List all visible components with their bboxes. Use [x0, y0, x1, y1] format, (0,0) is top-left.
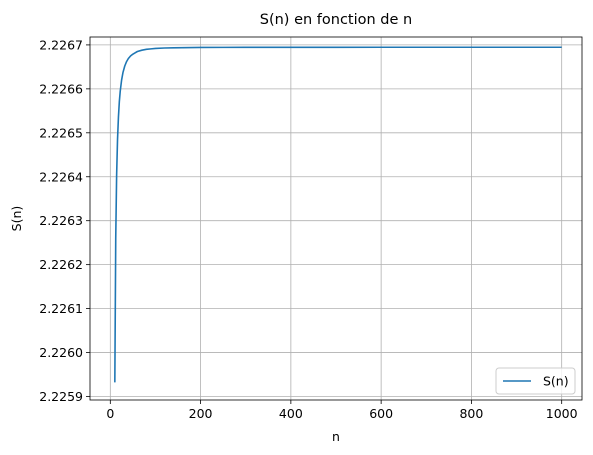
y-axis: 2.2259 2.2260 2.2261 2.2262 2.2263 2.2264 2.22…	[39, 37, 90, 404]
plot-area	[114, 46, 562, 383]
y-axis-label: S(n)	[9, 206, 24, 232]
y-tick-label: 2.2264	[39, 169, 83, 184]
x-axis-label: n	[332, 429, 340, 444]
grid	[90, 37, 582, 400]
x-tick-label: 600	[369, 406, 393, 421]
chart-title: S(n) en fonction de n	[260, 12, 412, 28]
series-line	[114, 46, 562, 383]
x-tick-label: 1000	[546, 406, 578, 421]
axes-frame	[89, 36, 583, 401]
x-tick-label: 200	[189, 406, 213, 421]
y-tick-label: 2.2260	[39, 345, 83, 360]
y-tick-label: 2.2266	[39, 81, 83, 96]
y-tick-label: 2.2259	[39, 389, 83, 404]
legend-box	[495, 367, 576, 395]
y-tick-label: 2.2263	[39, 213, 83, 228]
x-tick-label: 0	[106, 406, 114, 421]
y-tick-label: 2.2261	[39, 301, 83, 316]
x-axis: 0 200 400 600 800 1000	[106, 400, 578, 421]
legend-label: S(n)	[543, 374, 569, 389]
y-tick-label: 2.2265	[39, 125, 83, 140]
x-tick-label: 800	[459, 406, 483, 421]
legend: S(n)	[495, 367, 576, 395]
x-tick-label: 400	[279, 406, 303, 421]
y-tick-label: 2.2267	[39, 37, 83, 52]
y-tick-label: 2.2262	[39, 257, 83, 272]
